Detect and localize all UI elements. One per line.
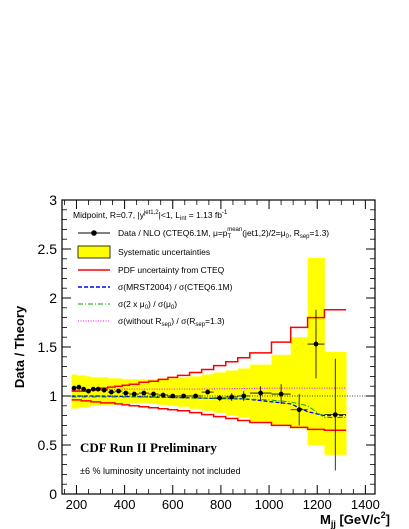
legend-pdf-label: PDF uncertainty from CTEQ <box>118 265 225 275</box>
data-point <box>86 388 91 394</box>
legend-data-marker <box>91 230 97 236</box>
header-text: Midpoint, R=0.7, |yjet1,2|<1, Lint = 1.1… <box>73 210 228 222</box>
data-point <box>241 393 247 399</box>
x-tick-label: 600 <box>162 497 184 512</box>
data-point <box>101 387 107 393</box>
legend-item-mrst: σ(MRST2004) / σ(CTEQ6.1M) <box>78 282 233 292</box>
data-point <box>81 386 87 392</box>
data-point <box>217 395 223 401</box>
x-axis-label: Mjj [GeV/c2] <box>320 510 390 529</box>
y-tick-label: 1.5 <box>38 339 58 355</box>
annotation-title: CDF Run II Preliminary <box>80 440 217 455</box>
y-tick-label: 1 <box>49 388 57 404</box>
data-point <box>90 386 96 392</box>
data-point <box>160 392 166 398</box>
systematic-band-bin <box>167 378 178 406</box>
legend-item-data: Data / NLO (CTEQ6.1M, μ=pTmean(jet1,2)/2… <box>78 227 329 240</box>
data-point <box>151 391 156 397</box>
annotation-note: ±6 % luminosity uncertainty not included <box>80 466 241 476</box>
x-tick-label: 1200 <box>303 497 332 512</box>
x-tick-label: 800 <box>210 497 232 512</box>
data-point <box>71 385 77 391</box>
y-tick-label: 0 <box>49 486 57 502</box>
legend-item-pdf: PDF uncertainty from CTEQ <box>78 265 225 275</box>
legend-item-scale: σ(2 x μ0) / σ(μ0) <box>78 299 177 311</box>
data-point <box>131 391 137 397</box>
x-tick-label: 1400 <box>351 497 380 512</box>
axes: 0 0.5 1 1.5 2 2.5 3 200 400 600 800 1000 1200 1400 <box>38 192 380 512</box>
data-point <box>181 393 186 399</box>
data-point <box>296 407 302 413</box>
pdf-band-lower-line <box>71 399 347 432</box>
legend-systematic-label: Systematic uncertainties <box>118 247 210 257</box>
legend-systematic-swatch <box>77 245 111 259</box>
legend-item-rsep: σ(without Rsep) / σ(Rsep=1.3) <box>78 316 225 328</box>
legend-data-label: Data / NLO (CTEQ6.1M, μ=pTmean(jet1,2)/2… <box>118 227 329 240</box>
data-point <box>123 390 129 396</box>
systematic-band-bin <box>90 377 97 406</box>
legend-scale-label: σ(2 x μ0) / σ(μ0) <box>118 299 177 311</box>
scale-ratio-line <box>71 396 347 419</box>
y-tick-label: 2.5 <box>38 241 58 257</box>
data-point <box>141 390 147 396</box>
data-point <box>193 393 199 399</box>
y-tick-label: 2 <box>49 290 57 306</box>
legend-mrst-label: σ(MRST2004) / σ(CTEQ6.1M) <box>118 282 233 292</box>
systematic-band-bin <box>177 377 191 407</box>
data-point <box>278 391 284 397</box>
data-point <box>229 394 235 400</box>
data-point <box>170 393 176 399</box>
systematic-band-bin <box>158 378 169 405</box>
systematic-band-bin <box>148 379 159 404</box>
data-point <box>313 341 319 347</box>
systematic-band-bin <box>189 376 203 409</box>
x-tick-label: 200 <box>66 497 88 512</box>
systematic-band-bin <box>95 377 101 406</box>
data-point <box>95 386 101 392</box>
legend-item-systematic: Systematic uncertainties <box>77 245 210 259</box>
data-points-layer <box>71 309 347 471</box>
data-point <box>116 388 121 394</box>
x-tick-label: 400 <box>114 497 136 512</box>
data-point <box>258 390 264 396</box>
rsep-ratio-line <box>71 387 347 391</box>
x-tick-label: 1000 <box>255 497 284 512</box>
y-axis-label: Data / Theory <box>12 305 27 388</box>
y-tick-label: 3 <box>49 192 57 208</box>
data-point <box>76 384 82 390</box>
legend-rsep-label: σ(without Rsep) / σ(Rsep=1.3) <box>118 316 225 328</box>
systematic-band-bin <box>129 379 140 403</box>
y-tick-label: 0.5 <box>38 437 58 453</box>
mrst-ratio-line <box>71 395 347 417</box>
systematic-band-bin <box>213 372 227 413</box>
data-point <box>108 389 114 395</box>
data-point <box>205 389 211 395</box>
data-point <box>332 412 338 418</box>
